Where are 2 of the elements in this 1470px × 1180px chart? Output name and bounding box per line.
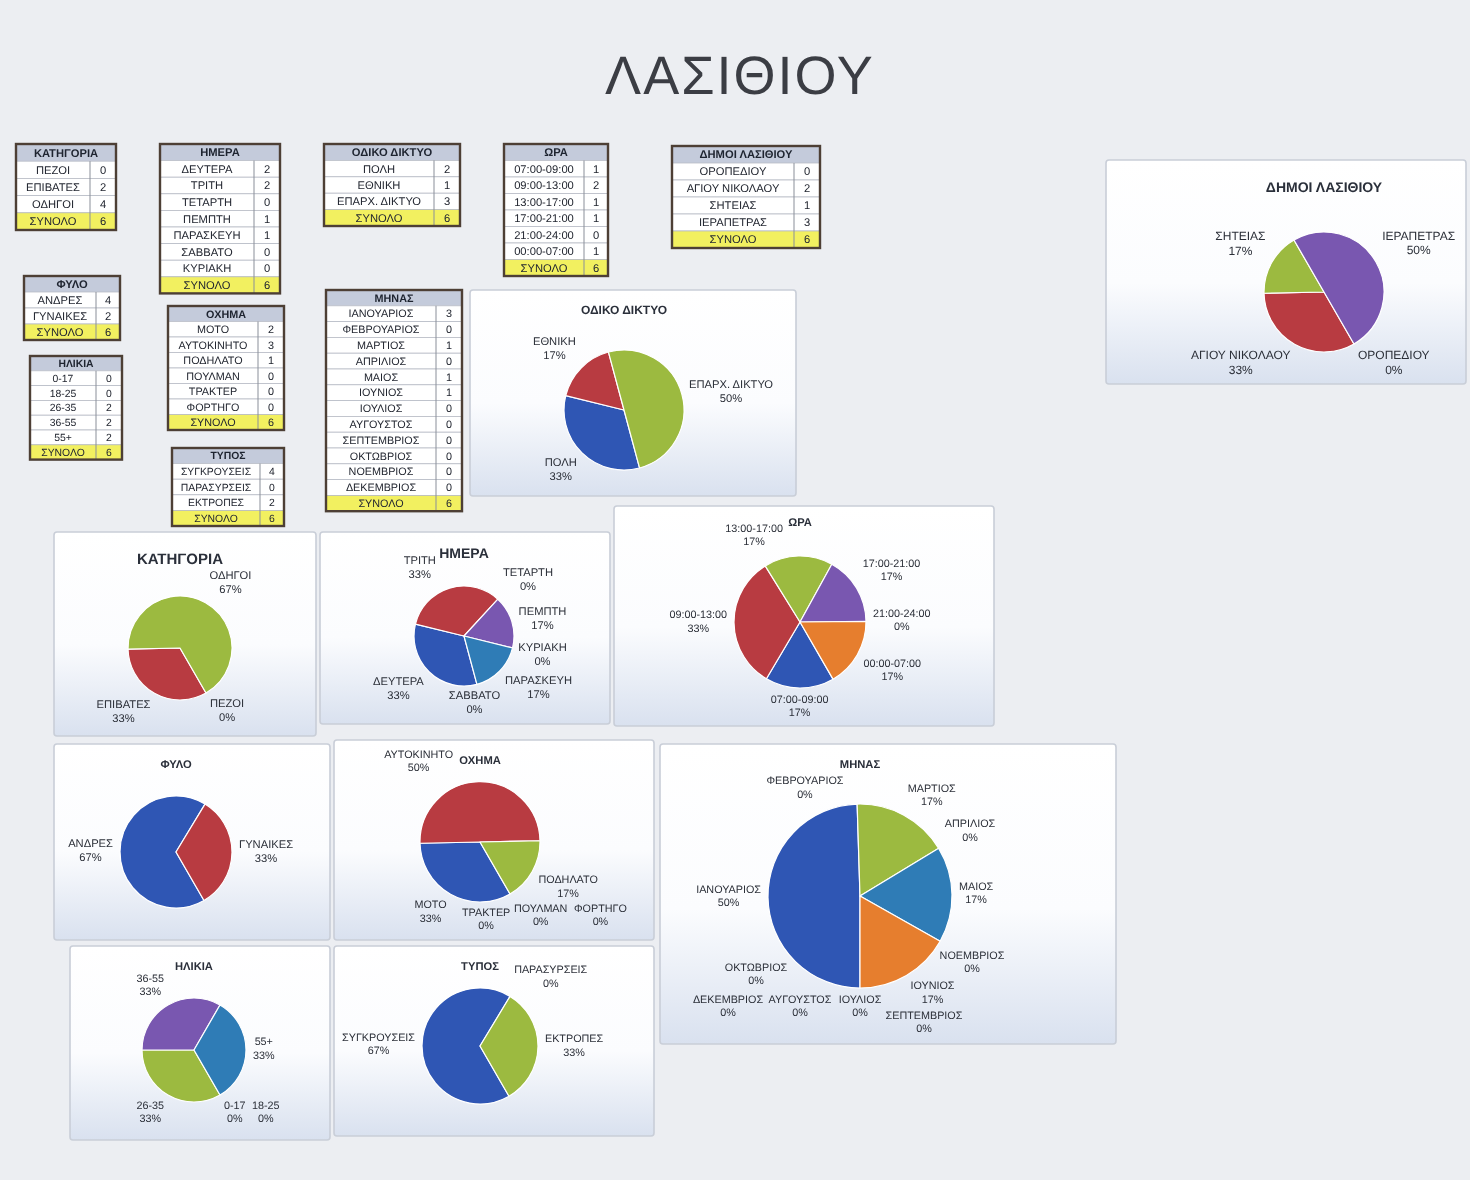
pie-slice <box>127 595 233 694</box>
text: ΛΑΣΙΘΙΟΥ <box>605 46 875 106</box>
